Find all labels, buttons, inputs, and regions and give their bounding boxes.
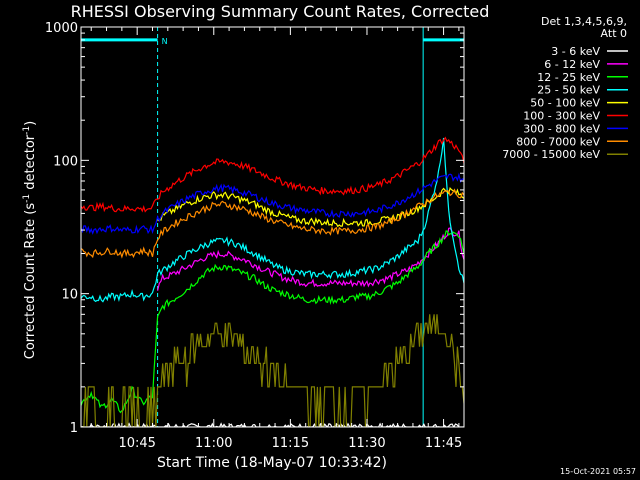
plot-frame [80, 26, 465, 428]
series-line-1 [157, 227, 464, 291]
y-axis: 1 10 100 1000 [45, 21, 464, 436]
x-tick-label-2: 11:15 [272, 436, 309, 451]
y-tick-label-1: 10 [61, 288, 78, 303]
series-line-3 [81, 137, 464, 303]
series-line-2 [81, 230, 464, 414]
legend-label-5: 100 - 300 keV [523, 110, 600, 123]
footer-timestamp: 15-Oct-2021 05:57 [560, 467, 636, 476]
legend-label-3: 25 - 50 keV [537, 84, 600, 97]
x-axis: 10:45 11:00 11:15 11:30 11:45 [90, 27, 462, 451]
legend-header-1: Att 0 [601, 27, 627, 40]
legend-header-0: Det 1,3,4,5,6,9, [541, 15, 627, 28]
series-line-8 [81, 314, 464, 427]
series-line-0 [81, 422, 464, 427]
legend-label-4: 50 - 100 keV [530, 97, 600, 110]
series-line-7 [81, 188, 464, 259]
y-tick-label-0: 1 [70, 421, 78, 436]
legend-label-6: 300 - 800 keV [523, 122, 600, 135]
legend-label-0: 3 - 6 keV [551, 45, 600, 58]
y-tick-label-2: 100 [53, 154, 78, 169]
chart-title: RHESSI Observing Summary Count Rates, Co… [71, 2, 490, 21]
y-axis-label: Corrected Count Rate (s-1 detector-1) [22, 121, 38, 359]
x-tick-label-4: 11:45 [425, 436, 462, 451]
x-axis-label: Start Time (18-May-07 10:33:42) [157, 455, 387, 471]
x-tick-label-1: 11:00 [195, 436, 232, 451]
x-tick-label-0: 10:45 [118, 436, 155, 451]
legend-label-7: 800 - 7000 keV [516, 135, 600, 148]
y-tick-label-3: 1000 [45, 21, 78, 36]
flag-label-0: N [162, 37, 168, 46]
x-tick-label-3: 11:30 [348, 436, 385, 451]
series-line-5 [81, 136, 464, 213]
legend-label-2: 12 - 25 keV [537, 71, 600, 84]
legend-label-1: 6 - 12 keV [544, 58, 600, 71]
plot-area: N [81, 27, 464, 427]
legend-label-8: 7000 - 15000 keV [502, 148, 600, 161]
series-line-6 [81, 172, 464, 235]
